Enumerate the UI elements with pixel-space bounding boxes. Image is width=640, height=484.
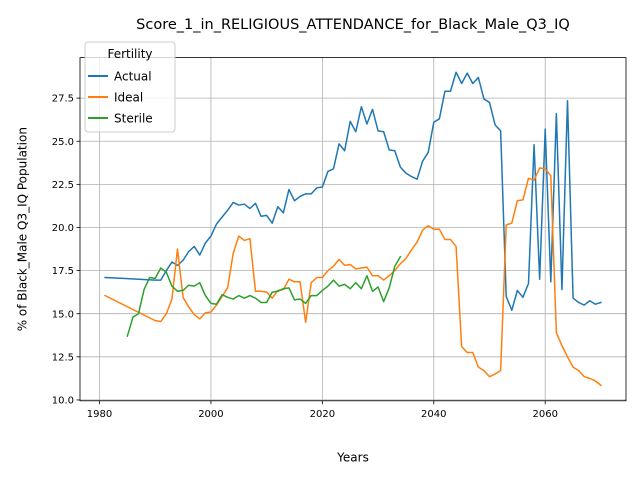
x-tick-label: 2020	[310, 409, 335, 420]
y-tick-label: 20.0	[52, 223, 74, 234]
series-layer	[104, 71, 602, 387]
x-tick-label: 2000	[198, 409, 223, 420]
legend-title: Fertility	[107, 47, 152, 61]
y-tick-label: 10.0	[52, 396, 74, 407]
axis-layer: 1980 2000 2020 2040 2060 10.0 12.5 15.0 17.5 20.0…	[52, 94, 558, 420]
y-tick-label: 27.5	[52, 94, 74, 105]
y-tick-label: 15.0	[52, 309, 74, 320]
x-axis-label: Years	[336, 451, 369, 465]
legend-label-actual: Actual	[114, 70, 152, 84]
series-line-ideal	[104, 167, 602, 387]
legend-label-ideal: Ideal	[114, 91, 143, 105]
legend-label-sterile: Sterile	[114, 112, 153, 126]
plot-frame	[79, 57, 627, 402]
series-line-sterile	[126, 255, 402, 338]
legend: Fertility Actual Ideal Sterile	[84, 41, 176, 133]
y-tick-label: 22.5	[52, 180, 74, 191]
series-line-actual	[104, 71, 602, 312]
y-tick-label: 25.0	[52, 137, 74, 148]
x-tick-label: 1980	[87, 409, 112, 420]
x-tick-label: 2060	[532, 409, 557, 420]
y-tick-label: 12.5	[52, 352, 74, 363]
chart-title: Score_1_in_RELIGIOUS_ATTENDANCE_for_Blac…	[136, 17, 570, 33]
legend-box	[84, 41, 176, 133]
y-axis-label: % of Black_Male Q3_IQ Population	[16, 127, 30, 331]
x-tick-label: 2040	[421, 409, 446, 420]
y-tick-label: 17.5	[52, 266, 74, 277]
